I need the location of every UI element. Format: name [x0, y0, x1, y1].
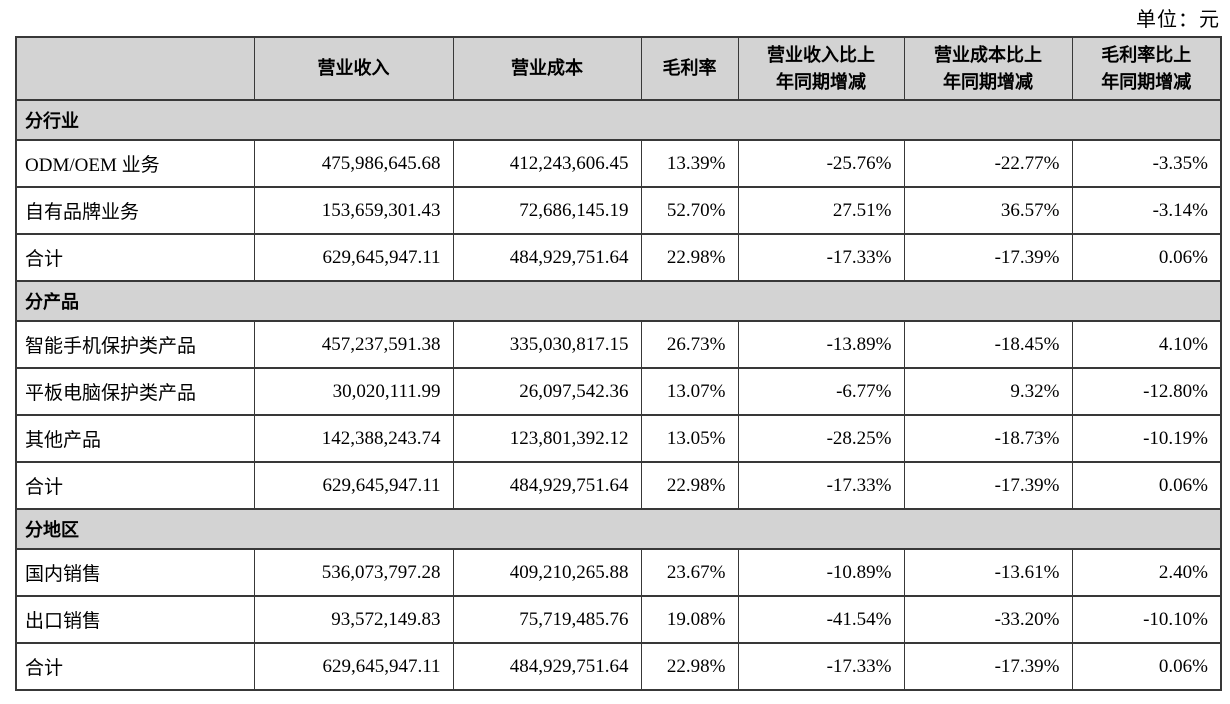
cell-cost: 412,243,606.45 — [452, 139, 642, 188]
cell-revenue: 457,237,591.38 — [253, 320, 454, 369]
cell-revenue: 142,388,243.74 — [253, 414, 454, 463]
cell-revenue: 629,645,947.11 — [253, 642, 454, 691]
cell-cost: 335,030,817.15 — [452, 320, 642, 369]
cell-cost-yoy: -17.39% — [903, 233, 1073, 282]
table-header: 营业收入 营业成本 毛利率 营业收入比上年同期增减 营业成本比上年同期增减 毛利… — [15, 36, 1222, 101]
cell-cost-yoy: -18.45% — [903, 320, 1073, 369]
cell-margin-yoy: -3.14% — [1071, 186, 1222, 235]
cell-gross-margin: 23.67% — [640, 548, 739, 597]
cell-cost-yoy: -17.39% — [903, 642, 1073, 691]
cell-cost-yoy: 36.57% — [903, 186, 1073, 235]
row-label: 其他产品 — [15, 414, 255, 463]
row-label: ODM/OEM 业务 — [15, 139, 255, 188]
cell-cost-yoy: -22.77% — [903, 139, 1073, 188]
cell-gross-margin: 19.08% — [640, 595, 739, 644]
table-row: ODM/OEM 业务 475,986,645.68 412,243,606.45… — [15, 139, 1222, 188]
cell-margin-yoy: 4.10% — [1071, 320, 1222, 369]
section-row-product: 分产品 — [15, 280, 1222, 322]
table-row: 其他产品 142,388,243.74 123,801,392.12 13.05… — [15, 414, 1222, 463]
row-label: 合计 — [15, 461, 255, 510]
cell-revenue-yoy: 27.51% — [737, 186, 905, 235]
header-blank — [15, 36, 255, 101]
cell-margin-yoy: -12.80% — [1071, 367, 1222, 416]
cell-revenue-yoy: -6.77% — [737, 367, 905, 416]
cell-revenue: 93,572,149.83 — [253, 595, 454, 644]
cell-revenue-yoy: -17.33% — [737, 461, 905, 510]
cell-gross-margin: 26.73% — [640, 320, 739, 369]
cell-revenue-yoy: -13.89% — [737, 320, 905, 369]
row-label: 平板电脑保护类产品 — [15, 367, 255, 416]
cell-cost: 123,801,392.12 — [452, 414, 642, 463]
cell-revenue: 629,645,947.11 — [253, 233, 454, 282]
cell-gross-margin: 13.39% — [640, 139, 739, 188]
header-revenue-yoy: 营业收入比上年同期增减 — [737, 36, 905, 101]
section-row-region: 分地区 — [15, 508, 1222, 550]
cell-revenue-yoy: -41.54% — [737, 595, 905, 644]
cell-gross-margin: 13.07% — [640, 367, 739, 416]
cell-cost-yoy: -17.39% — [903, 461, 1073, 510]
table-row: 国内销售 536,073,797.28 409,210,265.88 23.67… — [15, 548, 1222, 597]
table-row: 智能手机保护类产品 457,237,591.38 335,030,817.15 … — [15, 320, 1222, 369]
table-body: 分行业 ODM/OEM 业务 475,986,645.68 412,243,60… — [15, 99, 1222, 691]
row-label: 合计 — [15, 642, 255, 691]
header-row: 营业收入 营业成本 毛利率 营业收入比上年同期增减 营业成本比上年同期增减 毛利… — [15, 36, 1222, 101]
row-label: 合计 — [15, 233, 255, 282]
section-label: 分行业 — [15, 99, 1222, 141]
header-margin-yoy: 毛利率比上年同期增减 — [1071, 36, 1222, 101]
cell-margin-yoy: -10.19% — [1071, 414, 1222, 463]
cell-cost: 484,929,751.64 — [452, 461, 642, 510]
cell-cost: 484,929,751.64 — [452, 642, 642, 691]
financial-breakdown-table: 营业收入 营业成本 毛利率 营业收入比上年同期增减 营业成本比上年同期增减 毛利… — [15, 36, 1222, 691]
row-label: 国内销售 — [15, 548, 255, 597]
unit-label: 单位：元 — [1136, 9, 1220, 31]
table-row: 自有品牌业务 153,659,301.43 72,686,145.19 52.7… — [15, 186, 1222, 235]
cell-gross-margin: 22.98% — [640, 642, 739, 691]
cell-revenue-yoy: -17.33% — [737, 233, 905, 282]
cell-margin-yoy: -3.35% — [1071, 139, 1222, 188]
cell-cost: 75,719,485.76 — [452, 595, 642, 644]
section-label: 分地区 — [15, 508, 1222, 550]
cell-margin-yoy: 2.40% — [1071, 548, 1222, 597]
cell-cost-yoy: -33.20% — [903, 595, 1073, 644]
section-label: 分产品 — [15, 280, 1222, 322]
cell-revenue-yoy: -17.33% — [737, 642, 905, 691]
cell-revenue: 153,659,301.43 — [253, 186, 454, 235]
cell-cost-yoy: -13.61% — [903, 548, 1073, 597]
cell-gross-margin: 13.05% — [640, 414, 739, 463]
row-label: 出口销售 — [15, 595, 255, 644]
cell-margin-yoy: -10.10% — [1071, 595, 1222, 644]
header-revenue: 营业收入 — [253, 36, 454, 101]
cell-cost-yoy: 9.32% — [903, 367, 1073, 416]
cell-revenue: 30,020,111.99 — [253, 367, 454, 416]
table-row-total: 合计 629,645,947.11 484,929,751.64 22.98% … — [15, 642, 1222, 691]
cell-revenue-yoy: -25.76% — [737, 139, 905, 188]
table-row: 出口销售 93,572,149.83 75,719,485.76 19.08% … — [15, 595, 1222, 644]
cell-gross-margin: 22.98% — [640, 233, 739, 282]
row-label: 智能手机保护类产品 — [15, 320, 255, 369]
row-label: 自有品牌业务 — [15, 186, 255, 235]
cell-cost: 26,097,542.36 — [452, 367, 642, 416]
table-row-total: 合计 629,645,947.11 484,929,751.64 22.98% … — [15, 461, 1222, 510]
table-row-total: 合计 629,645,947.11 484,929,751.64 22.98% … — [15, 233, 1222, 282]
header-cost: 营业成本 — [452, 36, 642, 101]
cell-revenue: 629,645,947.11 — [253, 461, 454, 510]
cell-margin-yoy: 0.06% — [1071, 461, 1222, 510]
cell-revenue-yoy: -10.89% — [737, 548, 905, 597]
cell-revenue-yoy: -28.25% — [737, 414, 905, 463]
header-gross-margin: 毛利率 — [640, 36, 739, 101]
table-row: 平板电脑保护类产品 30,020,111.99 26,097,542.36 13… — [15, 367, 1222, 416]
cell-cost: 409,210,265.88 — [452, 548, 642, 597]
cell-cost-yoy: -18.73% — [903, 414, 1073, 463]
cell-margin-yoy: 0.06% — [1071, 642, 1222, 691]
cell-revenue: 475,986,645.68 — [253, 139, 454, 188]
header-cost-yoy: 营业成本比上年同期增减 — [903, 36, 1073, 101]
cell-gross-margin: 22.98% — [640, 461, 739, 510]
section-row-industry: 分行业 — [15, 99, 1222, 141]
cell-cost: 484,929,751.64 — [452, 233, 642, 282]
cell-gross-margin: 52.70% — [640, 186, 739, 235]
cell-revenue: 536,073,797.28 — [253, 548, 454, 597]
cell-cost: 72,686,145.19 — [452, 186, 642, 235]
cell-margin-yoy: 0.06% — [1071, 233, 1222, 282]
